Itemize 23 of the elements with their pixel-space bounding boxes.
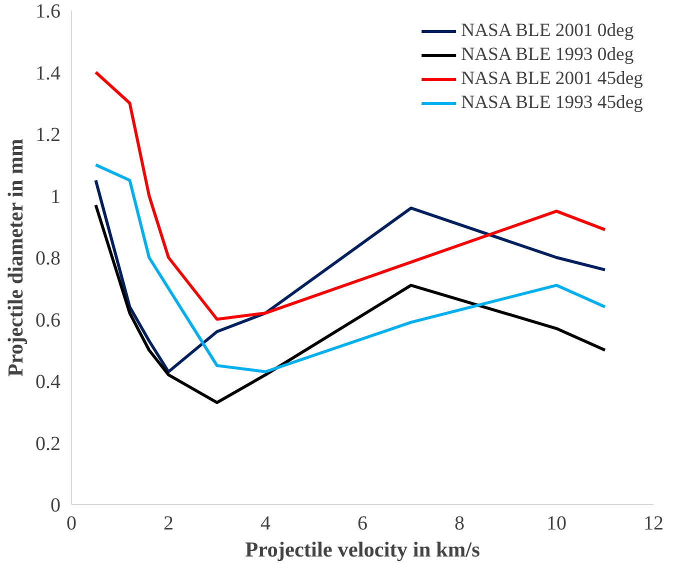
line-series xyxy=(94,204,606,404)
y-tick-label: 1.6 xyxy=(36,0,60,22)
y-tick-label: 0 xyxy=(50,494,60,516)
x-tick-label: 0 xyxy=(66,512,76,534)
x-tick-label: 8 xyxy=(454,512,464,534)
legend-label: NASA BLE 1993 0deg xyxy=(461,44,634,66)
x-tick-label: 10 xyxy=(546,512,566,534)
y-tick-label: 1.2 xyxy=(36,124,60,146)
y-tick-label: 0.4 xyxy=(36,371,60,393)
y-tick-label: 1 xyxy=(50,186,60,208)
y-tick-label: 0.2 xyxy=(36,432,60,455)
legend-label: NASA BLE 1993 45deg xyxy=(461,92,643,114)
y-axis-title: Projectile diameter in mm xyxy=(4,138,28,377)
y-tick-label: 0.6 xyxy=(36,309,60,332)
y-tick-label: 0.8 xyxy=(36,248,60,270)
x-tick-label: 2 xyxy=(164,512,174,534)
x-tick-label: 12 xyxy=(644,512,664,534)
legend-label: NASA BLE 2001 45deg xyxy=(461,68,643,90)
x-axis-title: Projectile velocity in km/s xyxy=(245,538,480,562)
legend-label: NASA BLE 2001 0deg xyxy=(461,20,634,42)
x-tick-label: 4 xyxy=(260,512,270,534)
x-tick-label: 6 xyxy=(358,512,368,534)
y-tick-label: 1.4 xyxy=(36,62,60,84)
